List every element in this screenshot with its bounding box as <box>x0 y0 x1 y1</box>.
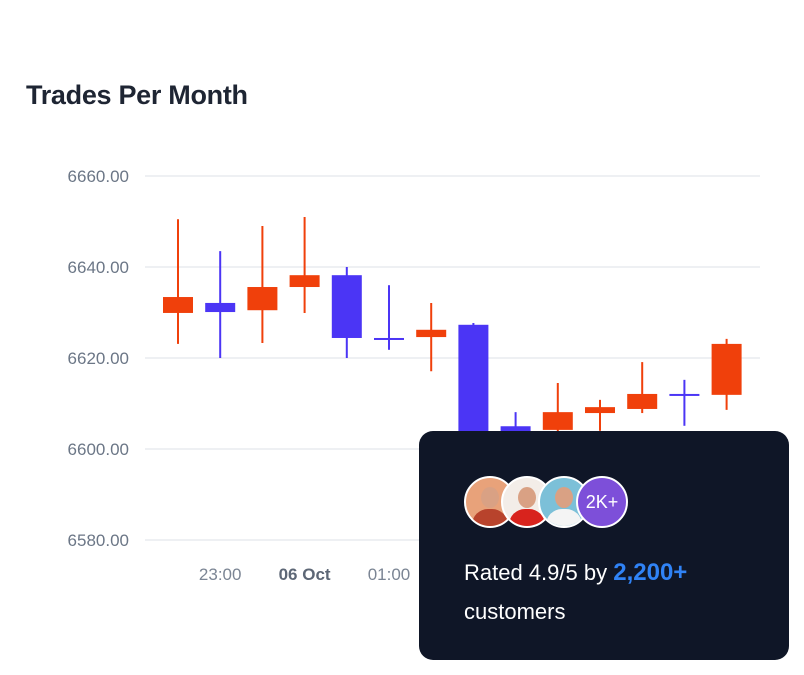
y-tick-label: 6660.00 <box>68 167 129 186</box>
avatar-shirt <box>509 509 545 526</box>
chart-title: Trades Per Month <box>26 80 248 110</box>
candle-body <box>627 393 658 409</box>
avatar-face <box>555 487 573 508</box>
candle-body <box>500 426 531 436</box>
candle-body <box>374 337 404 340</box>
rating-count: 2,200+ <box>613 559 688 586</box>
avatar-shirt <box>546 509 582 526</box>
candle-body <box>669 393 700 396</box>
rating-suffix: customers <box>464 599 566 624</box>
candle-body <box>289 275 320 288</box>
x-tick-label: 06 Oct <box>279 565 331 584</box>
avatar-shirt <box>472 509 508 526</box>
candle-body <box>416 329 447 338</box>
y-tick-label: 6640.00 <box>68 258 129 277</box>
avatar-face <box>518 487 536 508</box>
x-tick-label: 23:00 <box>199 565 242 584</box>
rating-prefix: Rated 4.9/5 by <box>464 560 608 585</box>
more-customers-badge: 2K+ <box>576 476 628 528</box>
avatar-face <box>481 487 499 508</box>
rating-card: 2K+ Rated 4.9/5 by 2,200+ customers <box>419 431 789 660</box>
y-tick-label: 6600.00 <box>68 440 129 459</box>
candle-body <box>205 302 236 313</box>
x-tick-label: 01:00 <box>368 565 411 584</box>
rating-text: Rated 4.9/5 by 2,200+ customers <box>464 553 687 631</box>
candle-body <box>163 297 193 313</box>
candle-body <box>711 343 742 395</box>
y-tick-label: 6580.00 <box>68 531 129 550</box>
y-tick-label: 6620.00 <box>68 349 129 368</box>
candle-body <box>542 412 573 430</box>
candle-body <box>585 407 615 414</box>
candle-body <box>247 287 278 311</box>
candle-body <box>331 275 362 338</box>
